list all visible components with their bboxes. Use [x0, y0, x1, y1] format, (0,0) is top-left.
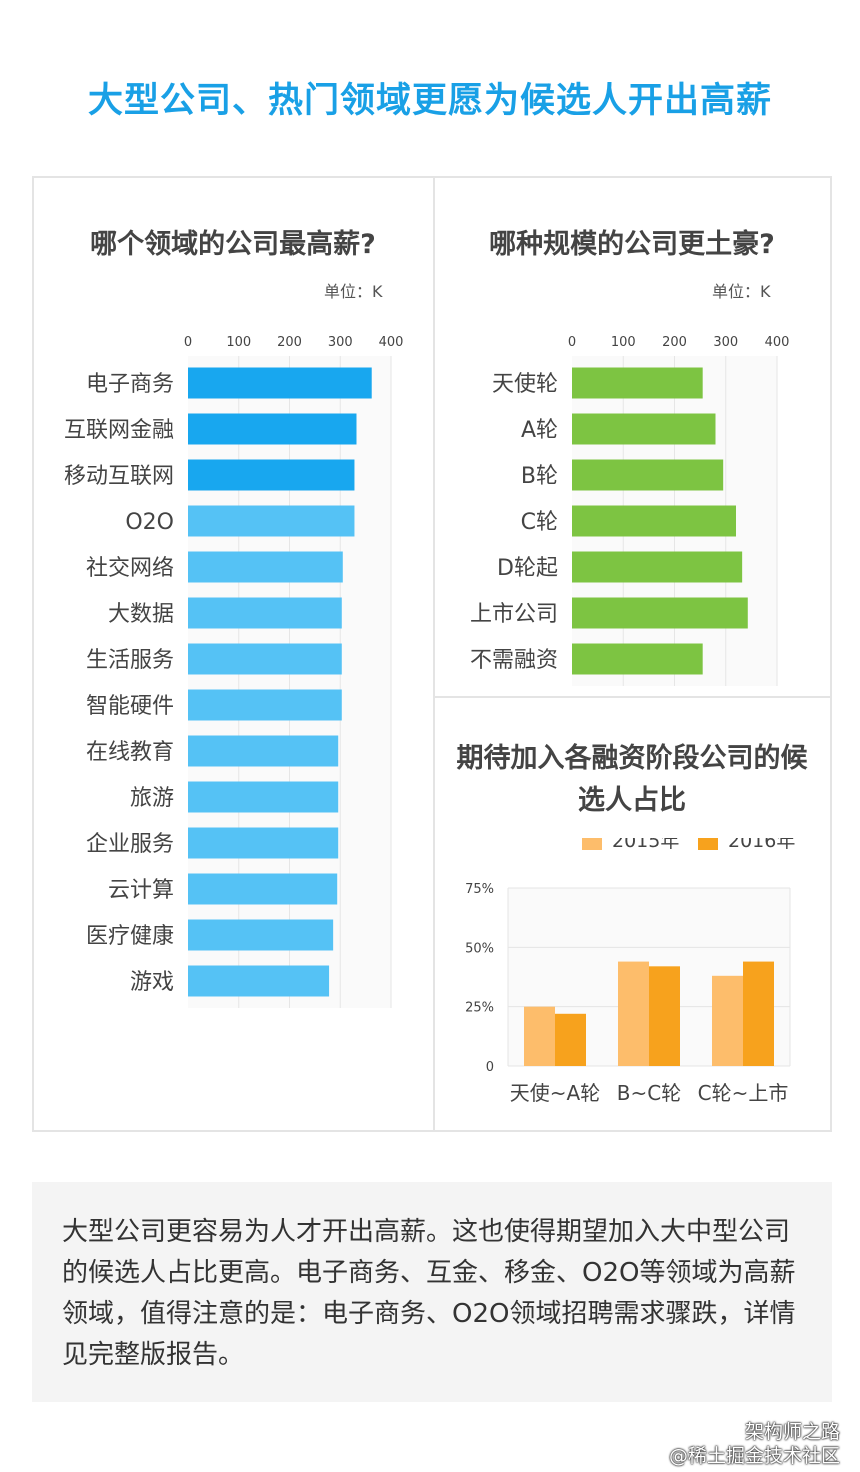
y-tick-label: 50% — [465, 941, 494, 956]
bar — [188, 597, 342, 629]
bar — [188, 919, 334, 951]
category-label: 智能硬件 — [86, 694, 174, 719]
bar — [188, 367, 372, 399]
x-tick-label: 200 — [662, 335, 687, 350]
bar — [188, 735, 339, 767]
category-label: C轮 — [521, 510, 558, 535]
x-tick-label: 300 — [328, 335, 353, 350]
bar — [188, 781, 339, 813]
category-label: 大数据 — [108, 602, 174, 627]
category-label: 云计算 — [108, 878, 174, 903]
x-tick-label: 0 — [184, 335, 192, 350]
scale-chart-title: 哪种规模的公司更土豪? — [489, 229, 775, 260]
stage-share-chart: 2015年 2016年 75% 50% 25% 0 天使~A轮 B~C轮 C轮~上市 — [465, 838, 795, 1105]
legend-label: 2016年 — [728, 838, 795, 852]
x-tick-label: 100 — [611, 335, 636, 350]
bar — [572, 643, 703, 675]
bar — [649, 966, 680, 1066]
category-label: 社交网络 — [86, 556, 174, 581]
y-tick-label: 0 — [486, 1060, 494, 1075]
vertical-divider — [433, 178, 435, 1130]
bar — [572, 367, 703, 399]
category-label: 生活服务 — [86, 648, 174, 673]
x-tick-label: 200 — [277, 335, 302, 350]
bar — [188, 505, 355, 537]
horizontal-divider — [434, 696, 830, 698]
bar — [572, 597, 748, 629]
page-title: 大型公司、热门领域更愿为候选人开出高薪 — [87, 81, 772, 121]
category-label: O2O — [125, 510, 174, 535]
bar — [188, 689, 342, 721]
category-label: B~C轮 — [617, 1081, 681, 1105]
category-label: 上市公司 — [470, 602, 558, 627]
category-label: 旅游 — [130, 786, 174, 811]
scale-chart-unit: 单位：K — [712, 282, 771, 301]
field-chart-title: 哪个领域的公司最高薪? — [90, 229, 376, 260]
note-text: 大型公司更容易为人才开出高薪。这也使得期望加入大中型公司的候选人占比更高。电子商… — [62, 1217, 796, 1370]
x-tick-label: 300 — [713, 335, 738, 350]
bar — [188, 965, 330, 997]
category-label: B轮 — [521, 464, 558, 489]
category-label: 互联网金融 — [64, 418, 174, 443]
bar — [188, 643, 342, 675]
bar — [572, 505, 736, 537]
legend-label: 2015年 — [612, 838, 679, 852]
bar — [188, 827, 339, 859]
y-tick-label: 75% — [465, 882, 494, 897]
category-label: 天使轮 — [492, 372, 558, 397]
field-chart-unit: 单位：K — [324, 282, 383, 301]
bar — [188, 873, 338, 905]
bar — [555, 1013, 586, 1066]
category-label: C轮~上市 — [698, 1081, 789, 1105]
category-label: 在线教育 — [86, 740, 174, 765]
y-tick-label: 25% — [465, 1001, 494, 1016]
bar — [188, 413, 357, 445]
x-tick-label: 100 — [226, 335, 251, 350]
bar — [572, 459, 724, 491]
category-label: 不需融资 — [470, 648, 558, 673]
category-label: 移动互联网 — [64, 464, 174, 489]
bar — [743, 961, 774, 1066]
x-tick-label: 0 — [568, 335, 576, 350]
note-box: 大型公司更容易为人才开出高薪。这也使得期望加入大中型公司的候选人占比更高。电子商… — [32, 1182, 832, 1402]
watermark: 架构师之路 @稀土掘金技术社区 — [669, 1420, 840, 1468]
bar — [618, 961, 649, 1066]
bar — [188, 459, 355, 491]
bar — [712, 975, 743, 1066]
bar — [188, 551, 343, 583]
category-label: 企业服务 — [86, 832, 174, 857]
watermark-line-1: 架构师之路 — [744, 1421, 840, 1443]
category-label: A轮 — [521, 418, 558, 443]
watermark-line-2: @稀土掘金技术社区 — [668, 1445, 840, 1467]
category-label: D轮起 — [497, 556, 558, 581]
legend-swatch — [582, 838, 602, 850]
bar — [572, 413, 716, 445]
charts-box: 哪个领域的公司最高薪? 单位：K 0 100 200 300 400 电子商务互联网金融移… — [32, 176, 832, 1132]
bar — [572, 551, 743, 583]
stage-chart-title: 期待加入各融资阶段公司的候选人占比 — [456, 743, 808, 816]
x-tick-label: 400 — [379, 335, 404, 350]
category-label: 游戏 — [130, 970, 174, 995]
bar — [524, 1006, 555, 1066]
category-label: 医疗健康 — [86, 924, 174, 949]
category-label: 天使~A轮 — [510, 1081, 600, 1105]
x-tick-label: 400 — [765, 335, 790, 350]
legend-swatch — [698, 838, 718, 850]
category-label: 电子商务 — [86, 372, 174, 397]
